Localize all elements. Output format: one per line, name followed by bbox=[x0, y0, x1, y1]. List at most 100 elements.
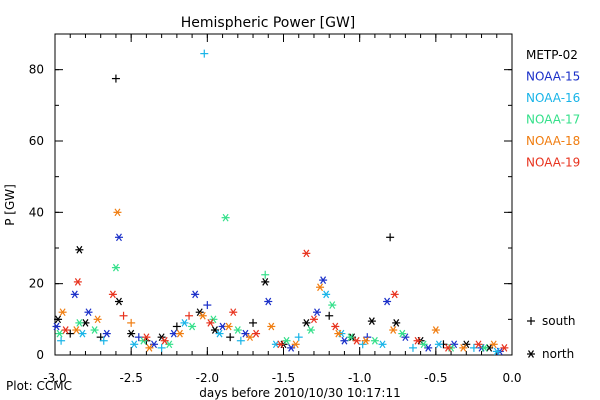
x-tick-label: -1.0 bbox=[348, 371, 371, 385]
north-point bbox=[93, 315, 102, 324]
north-point bbox=[52, 322, 61, 331]
north-point bbox=[264, 297, 273, 306]
north-point bbox=[267, 322, 276, 331]
south-point bbox=[358, 340, 367, 349]
north-point bbox=[370, 336, 379, 345]
north-point bbox=[319, 276, 328, 284]
north-point bbox=[241, 329, 250, 338]
south-point bbox=[363, 333, 372, 342]
north-point bbox=[75, 245, 84, 254]
legend-entry: NOAA-16 bbox=[526, 91, 580, 105]
south-point bbox=[157, 343, 166, 352]
south-point bbox=[294, 333, 303, 342]
x-tick-label: -2.5 bbox=[119, 371, 142, 385]
series-noaa-15 bbox=[52, 233, 504, 356]
north-point bbox=[102, 329, 111, 338]
south-point bbox=[325, 311, 334, 320]
south-point bbox=[66, 329, 75, 338]
north-point bbox=[150, 340, 159, 349]
north-point bbox=[346, 333, 355, 342]
hemisphere-legend: south north bbox=[527, 314, 576, 361]
north-point bbox=[500, 344, 509, 352]
north-point bbox=[72, 326, 81, 334]
hemisphere-legend-entry: south bbox=[527, 314, 576, 328]
south-point bbox=[527, 317, 535, 325]
legend-entry: METP-02 bbox=[526, 48, 578, 62]
north-point bbox=[111, 263, 120, 272]
south-point bbox=[57, 336, 66, 345]
south-point bbox=[99, 336, 108, 345]
north-point bbox=[302, 319, 311, 327]
plot-frame bbox=[54, 33, 513, 356]
north-point bbox=[113, 208, 122, 217]
north-point bbox=[229, 308, 238, 317]
south-point bbox=[261, 270, 270, 279]
north-point bbox=[392, 319, 401, 327]
north-point bbox=[252, 329, 261, 338]
south-point bbox=[111, 74, 120, 83]
hemisphere-legend-label: north bbox=[542, 347, 574, 361]
north-point bbox=[331, 322, 340, 331]
north-point bbox=[378, 340, 387, 349]
north-point bbox=[54, 315, 63, 324]
south-point bbox=[127, 318, 136, 327]
south-point bbox=[200, 49, 209, 58]
y-tick-label: 0 bbox=[36, 348, 44, 362]
north-point bbox=[245, 333, 254, 342]
north-point bbox=[58, 308, 67, 317]
series-legend: METP-02 NOAA-15 NOAA-16 NOAA-17 NOAA-18 NOAA-… bbox=[526, 48, 580, 170]
north-point bbox=[340, 336, 349, 345]
x-tick-label: -2.0 bbox=[196, 371, 219, 385]
south-point bbox=[469, 343, 478, 352]
north-point bbox=[322, 290, 331, 299]
legend-entry: NOAA-19 bbox=[526, 156, 580, 170]
north-point bbox=[165, 340, 174, 349]
north-point bbox=[160, 336, 169, 345]
north-point bbox=[224, 322, 233, 331]
data-points bbox=[52, 49, 509, 356]
y-axis: 0 20 40 60 80 bbox=[29, 33, 512, 362]
north-point bbox=[261, 278, 270, 286]
north-point bbox=[492, 347, 501, 356]
north-point bbox=[55, 329, 64, 338]
series-noaa-17 bbox=[55, 213, 489, 352]
north-point bbox=[424, 344, 433, 352]
x-tick-label: -1.5 bbox=[272, 371, 295, 385]
north-point bbox=[145, 344, 154, 352]
north-point bbox=[306, 326, 315, 334]
south-point bbox=[134, 333, 143, 342]
series-metp-02 bbox=[54, 74, 494, 352]
north-point bbox=[215, 329, 224, 338]
y-tick-label: 20 bbox=[29, 277, 44, 291]
hemisphere-legend-label: south bbox=[542, 314, 576, 328]
north-point bbox=[221, 213, 230, 222]
y-axis-label: P [GW] bbox=[3, 184, 17, 226]
x-tick-label: -3.0 bbox=[43, 371, 66, 385]
south-point bbox=[249, 318, 258, 327]
x-axis-label: days before 2010/10/30 10:17:11 bbox=[199, 386, 400, 400]
north-point bbox=[419, 340, 428, 349]
south-point bbox=[172, 322, 181, 331]
legend-entry: NOAA-15 bbox=[526, 70, 580, 84]
north-point bbox=[474, 340, 483, 349]
north-point bbox=[198, 311, 207, 320]
north-point bbox=[302, 249, 311, 258]
legend-entry: NOAA-18 bbox=[526, 134, 580, 148]
north-point bbox=[328, 301, 337, 309]
north-point bbox=[352, 336, 361, 345]
north-point bbox=[90, 326, 99, 334]
north-point bbox=[130, 340, 139, 349]
north-point bbox=[282, 336, 291, 345]
north-point bbox=[287, 344, 296, 352]
chart-title: Hemispheric Power [GW] bbox=[181, 15, 356, 31]
x-tick-label: 0.0 bbox=[502, 371, 521, 385]
north-point bbox=[75, 319, 84, 327]
series-noaa-16 bbox=[57, 49, 501, 356]
north-point bbox=[334, 329, 343, 338]
north-point bbox=[291, 340, 300, 349]
north-point bbox=[527, 350, 535, 358]
north-point bbox=[313, 308, 322, 317]
north-point bbox=[84, 308, 93, 317]
north-point bbox=[489, 340, 498, 349]
